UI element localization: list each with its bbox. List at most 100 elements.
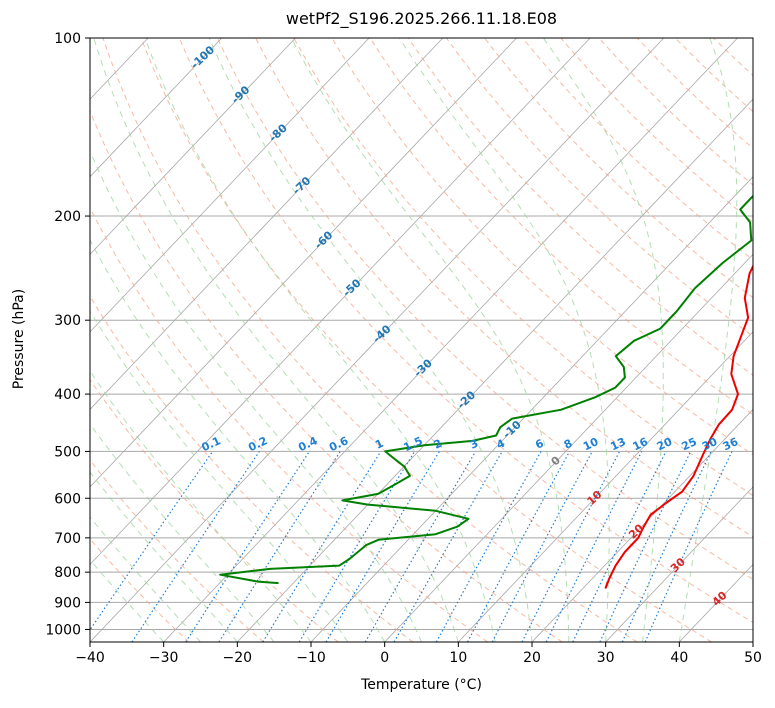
y-axis-label: Pressure (hPa)	[11, 288, 27, 390]
isotherm-line	[163, 38, 738, 642]
mixing-ratio-line	[298, 451, 416, 642]
isotherm-line	[752, 641, 753, 642]
moist-adiabat-line	[90, 516, 201, 642]
mixing-ratio-line	[644, 451, 733, 642]
isotherm-line	[90, 38, 517, 488]
y-tick-label: 500	[54, 444, 81, 460]
mixing-ratio-line	[218, 451, 341, 642]
chart-title: wetPf2_S196.2025.266.11.18.E08	[285, 9, 558, 28]
moist-adiabat-line	[90, 471, 238, 642]
mixing-ratio-line	[435, 451, 542, 642]
dry-adiabat-line	[369, 38, 753, 416]
dry-adiabat-line	[331, 38, 753, 456]
dry-adiabat-line	[484, 38, 753, 299]
mixing-ratio-line	[325, 451, 440, 642]
dry-adiabat-line	[90, 295, 414, 642]
dry-adiabat-line	[140, 38, 712, 642]
mixing-ratio-line	[621, 451, 712, 642]
mixing-ratio-label: 36	[721, 435, 741, 453]
dry-adiabat-line	[102, 38, 638, 642]
dry-adiabat-line	[407, 38, 753, 376]
moist-adiabat-line	[208, 38, 533, 642]
mixing-ratio-line	[90, 451, 214, 632]
mixing-ratio-line	[466, 451, 571, 642]
moist-adiabat-line	[93, 38, 459, 642]
mixing-ratio-label: 25	[680, 435, 699, 453]
moist-adiabat-line	[90, 149, 422, 642]
moist-adiabat-line	[542, 38, 664, 642]
x-tick-label: 30	[597, 650, 615, 666]
dry-adiabat-line	[445, 38, 753, 337]
dry-adiabat-line	[255, 38, 753, 538]
dry-adiabat-line	[713, 38, 753, 77]
isotherm-line	[90, 38, 223, 178]
mixing-ratio-label: 4	[495, 437, 508, 452]
isotherm-line	[90, 38, 296, 255]
x-tick-label: −40	[75, 650, 105, 666]
mixing-ratio-label: 16	[631, 435, 651, 453]
isotherm-line	[605, 486, 753, 642]
moist-adiabat-line	[678, 38, 738, 642]
isotherm-line	[458, 331, 753, 642]
mixing-ratio-line	[393, 451, 503, 642]
dry-adiabat-line	[751, 38, 753, 40]
y-tick-label: 800	[54, 565, 81, 581]
moist-adiabat-line	[90, 310, 349, 642]
moist-adiabat-line	[90, 239, 386, 642]
x-tick-label: 40	[670, 650, 688, 666]
moist-adiabat-line	[90, 559, 165, 642]
mixing-ratio-label: 30	[700, 435, 720, 453]
background-lines	[0, 38, 753, 642]
plot-frame	[89, 37, 754, 643]
dry-adiabat-line	[522, 38, 753, 261]
moist-adiabat-line	[144, 38, 496, 642]
mixing-ratio-line	[262, 451, 382, 642]
x-tick-label: 10	[449, 650, 467, 666]
x-axis-label: Temperature (°C)	[361, 677, 482, 693]
mixing-ratio-line	[491, 451, 593, 642]
x-tick-label: −20	[223, 650, 253, 666]
y-tick-label: 900	[54, 595, 81, 611]
axes: −40 −30 −20 −10 0 10 20 30 40 50 100 200 300 400 500 60…	[45, 31, 762, 666]
dry-adiabat-line	[636, 38, 753, 149]
series-line-dewpoint	[219, 194, 753, 585]
isotherm-line	[384, 253, 753, 642]
isotherm-line	[310, 176, 753, 642]
mixing-ratio-line	[572, 451, 667, 642]
isotherm-line	[237, 98, 753, 642]
mixing-ratio-line	[131, 451, 260, 642]
mixing-ratio-line	[364, 451, 477, 642]
isotherm-line	[0, 38, 1, 642]
dry-adiabat-line	[178, 38, 753, 624]
mixing-ratio-line	[185, 451, 310, 642]
y-tick-label: 700	[54, 531, 81, 547]
isotherm-line	[90, 38, 370, 333]
dry-adiabat-line	[293, 38, 753, 497]
mixing-ratio-line	[521, 451, 621, 642]
x-tick-label: 50	[744, 650, 762, 666]
mixing-ratio-label: 13	[608, 435, 627, 453]
dry-adiabat-line	[560, 38, 753, 223]
y-tick-label: 400	[54, 387, 81, 403]
mixing-ratio-line	[545, 451, 643, 642]
isotherm-line	[90, 38, 444, 410]
dry-adiabat-line	[598, 38, 753, 186]
dry-adiabat-line	[90, 459, 264, 642]
mixing-ratio-line	[599, 451, 692, 642]
mixing-ratio-label: 10	[581, 435, 601, 453]
series-line-temperature	[604, 264, 753, 589]
x-tick-label: 0	[380, 650, 389, 666]
x-tick-label: 20	[523, 650, 541, 666]
y-tick-label: 100	[54, 31, 81, 47]
moist-adiabat-line	[398, 38, 610, 642]
y-tick-label: 300	[54, 313, 81, 329]
isotherm-line	[531, 408, 753, 642]
isotherm-line	[90, 38, 591, 566]
y-tick-label: 1000	[45, 622, 81, 638]
x-tick-label: −30	[149, 650, 179, 666]
y-tick-label: 200	[54, 209, 81, 225]
y-tick-label: 600	[54, 491, 81, 507]
moist-adiabat-line	[290, 38, 570, 642]
moist-adiabat-line	[90, 423, 275, 642]
